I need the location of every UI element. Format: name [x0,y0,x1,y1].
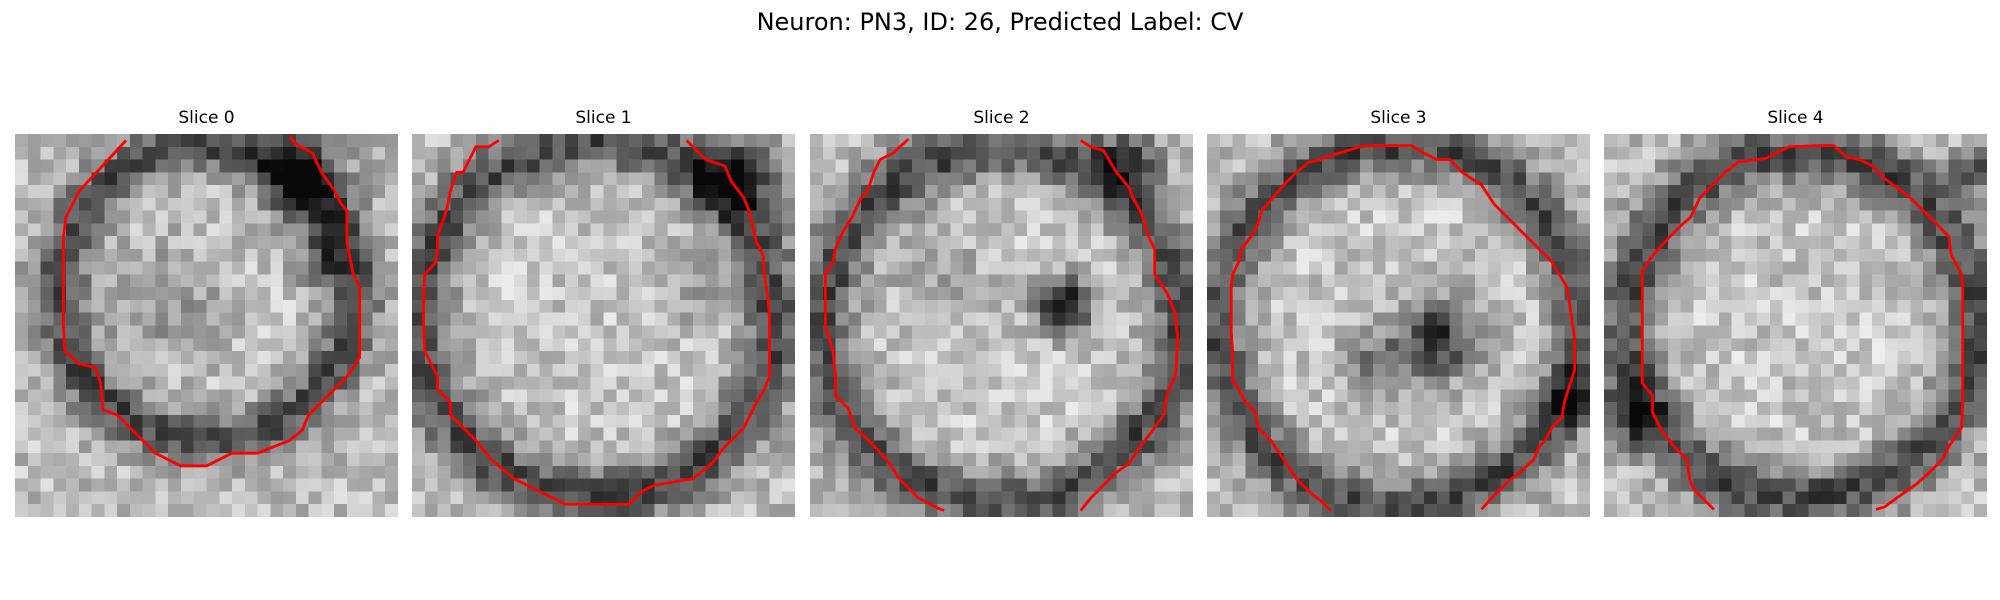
segmentation-contour [823,138,945,512]
segmentation-contour [422,139,771,506]
grayscale-image [810,134,1193,517]
slice-panel-4: Slice 4 [1604,108,1987,518]
slice-title: Slice 4 [1767,108,1824,128]
slice-title: Slice 0 [178,108,235,128]
slice-image-0 [15,134,398,517]
segmentation-contour [1640,144,1965,511]
slice-panel-3: Slice 3 [1207,108,1590,518]
slice-image-2 [810,134,1193,517]
grayscale-image [15,134,398,517]
grayscale-image [1604,134,1987,517]
slice-title: Slice 1 [575,108,632,128]
segmentation-contour [62,135,362,468]
slice-panel-1: Slice 1 [412,108,795,518]
slice-panel-0: Slice 0 [15,108,398,518]
slice-panel-2: Slice 2 [810,108,1193,518]
slice-title: Slice 2 [973,108,1030,128]
slice-title: Slice 3 [1370,108,1427,128]
slice-image-1 [412,134,795,517]
grayscale-image [1207,134,1590,517]
slice-image-3 [1207,134,1590,517]
segmentation-contour [1079,139,1180,512]
figure-title: Neuron: PN3, ID: 26, Predicted Label: CV [756,8,1244,36]
segmentation-contour [1229,144,1577,512]
slice-image-4 [1604,134,1987,517]
